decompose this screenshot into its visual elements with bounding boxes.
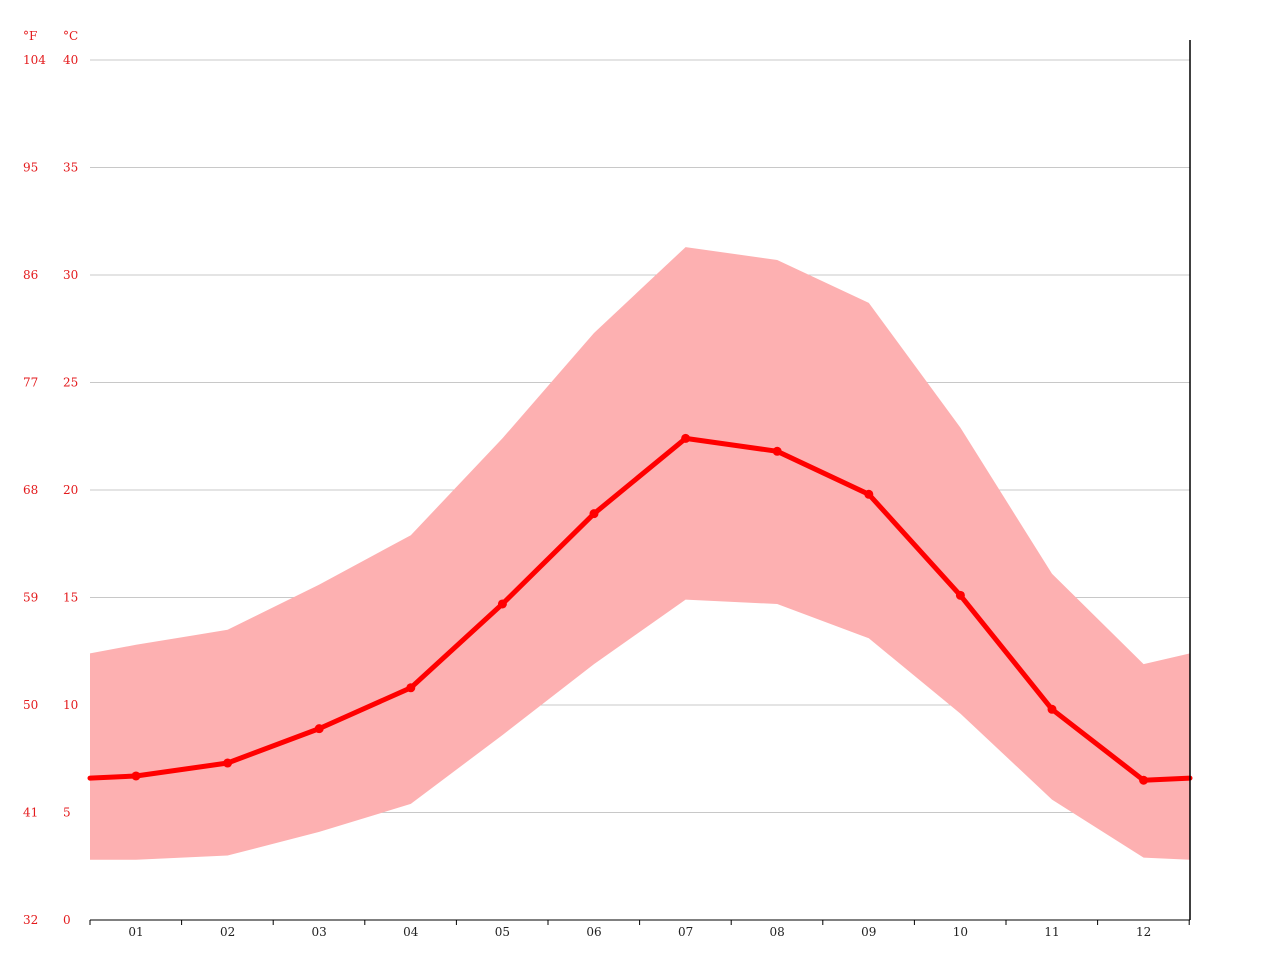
y-tick-label-celsius: 30 [63,268,78,282]
y-tick-label-celsius: 5 [63,806,71,820]
y-tick-label-fahrenheit: 32 [23,913,38,927]
axes [89,40,1191,925]
average-temperature-point [497,599,507,609]
average-temperature-point [131,771,141,781]
average-temperature-series [87,433,1193,785]
x-tick-label: 09 [861,925,876,939]
y-tick-labels: 32 0 41 5 50 10 59 15 68 20 77 25 86 30 95 35 104 40 [23,53,78,927]
y-tick-label-fahrenheit: 68 [23,483,38,497]
x-tick-label: 12 [1136,925,1151,939]
x-tick-label: 05 [495,925,510,939]
average-temperature-point [314,724,324,734]
average-temperature-point [223,758,233,768]
y-tick-label-celsius: 25 [63,376,78,390]
x-tick-label: 08 [770,925,785,939]
y-tick-label-celsius: 20 [63,483,78,497]
x-tick-label: 04 [403,925,419,939]
average-temperature-line [87,435,1193,783]
y-tick-label-fahrenheit: 41 [23,806,38,820]
average-temperature-point [406,683,416,693]
y-tick-label-fahrenheit: 104 [23,53,46,67]
average-temperature-point [589,509,599,519]
temperature-range-band [90,247,1190,860]
x-tick-label: 03 [312,925,327,939]
average-temperature-point [1047,704,1057,714]
x-tick-label: 01 [128,925,143,939]
average-temperature-point [864,489,874,499]
fahrenheit-unit-label: °F [23,29,37,43]
average-temperature-point [1139,775,1149,785]
y-tick-label-celsius: 10 [63,698,78,712]
y-tick-label-celsius: 0 [63,913,71,927]
x-tick-label: 10 [953,925,968,939]
y-tick-label-fahrenheit: 86 [23,268,38,282]
y-tick-label-celsius: 35 [63,161,78,175]
y-tick-label-fahrenheit: 95 [23,161,38,175]
average-temperature-point [955,590,965,600]
y-tick-label-celsius: 40 [63,53,78,67]
x-tick-label: 11 [1044,925,1059,939]
min-max-range-area [90,247,1190,860]
x-tick-label: 06 [586,925,601,939]
average-temperature-point [681,433,691,443]
y-tick-label-fahrenheit: 59 [23,591,38,605]
y-tick-label-celsius: 15 [63,591,78,605]
y-tick-label-fahrenheit: 50 [23,698,38,712]
x-tick-label: 02 [220,925,235,939]
x-tick-label: 07 [678,925,693,939]
y-tick-label-fahrenheit: 77 [23,376,38,390]
average-temperature-point [772,446,782,456]
x-tick-labels: 01 02 03 04 05 06 07 08 09 10 11 12 [128,925,1151,939]
celsius-unit-label: °C [63,29,78,43]
